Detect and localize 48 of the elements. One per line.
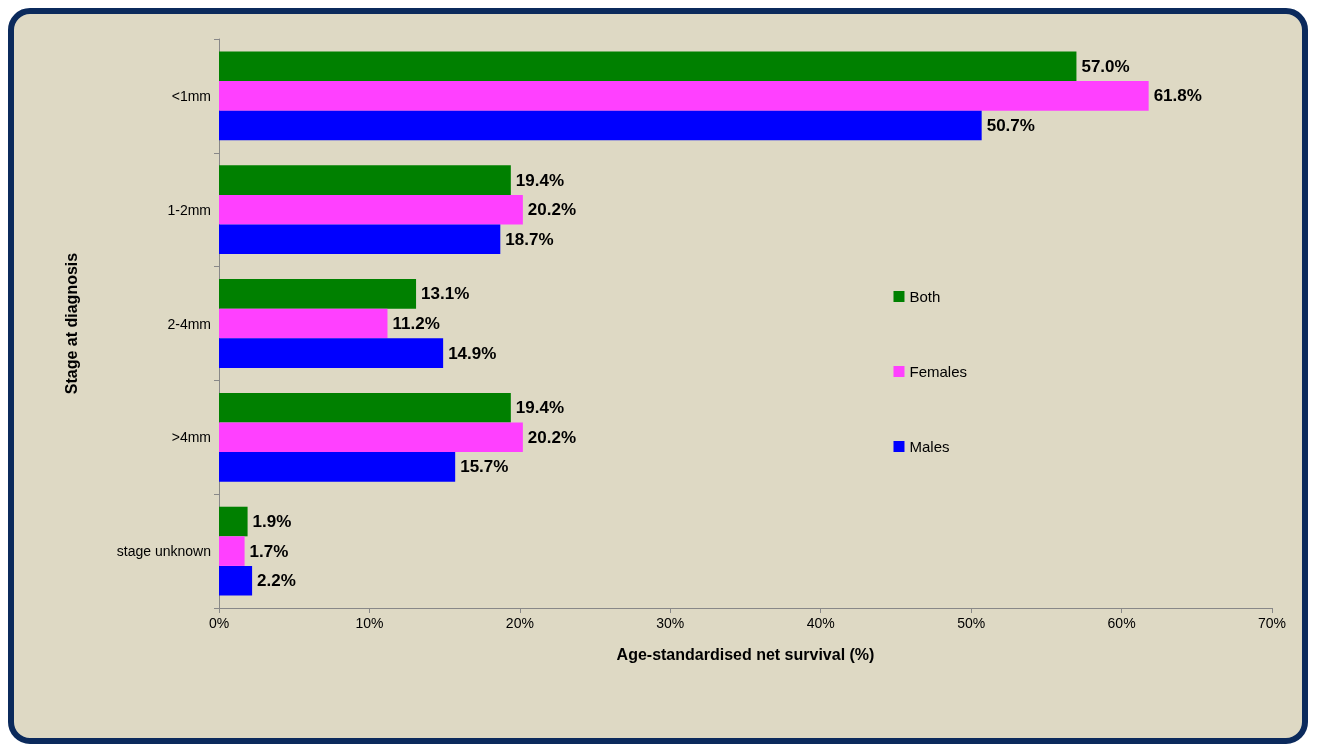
y-tick-label: 1-2mm xyxy=(167,201,211,218)
y-tick-label: <1mm xyxy=(171,87,211,104)
y-tick-label: 2-4mm xyxy=(167,315,211,332)
bar xyxy=(219,565,253,596)
bar xyxy=(219,224,501,255)
bar xyxy=(219,81,1149,111)
legend-label: Both xyxy=(909,288,941,305)
x-tick-label: 60% xyxy=(1107,615,1136,631)
data-label: 1.9% xyxy=(252,512,292,532)
data-label: 1.7% xyxy=(249,541,289,561)
data-label: 19.4% xyxy=(515,398,565,418)
x-tick-label: 30% xyxy=(656,615,685,631)
data-label: 15.7% xyxy=(460,457,509,477)
bar xyxy=(219,506,248,537)
data-label: 11.2% xyxy=(392,314,440,333)
legend-label: Females xyxy=(909,363,968,380)
bar xyxy=(219,392,511,423)
data-label: 13.1% xyxy=(421,284,470,304)
data-label: 57.0% xyxy=(1081,56,1130,76)
data-label: 61.8% xyxy=(1153,86,1202,106)
bar xyxy=(219,338,444,368)
bar xyxy=(219,165,511,195)
data-label: 20.2% xyxy=(527,427,577,447)
bar xyxy=(219,308,388,339)
y-axis-title: Stage at diagnosis xyxy=(62,252,80,395)
y-tick-label: stage unknown xyxy=(116,543,211,560)
y-tick-label: >4mm xyxy=(171,429,211,446)
data-label: 50.7% xyxy=(986,115,1035,135)
x-tick-label: 70% xyxy=(1257,615,1287,631)
x-tick-label: 10% xyxy=(355,615,384,631)
bar xyxy=(219,279,417,309)
legend-label: Males xyxy=(909,438,950,455)
x-axis-title: Age-standardised net survival (%) xyxy=(616,645,875,663)
data-label: 2.2% xyxy=(257,571,296,591)
bar xyxy=(219,422,523,453)
x-tick-label: 50% xyxy=(957,615,986,631)
bar xyxy=(219,194,523,225)
x-tick-label: 0% xyxy=(208,615,230,631)
x-tick-label: 40% xyxy=(806,615,835,631)
data-label: 19.4% xyxy=(515,170,565,190)
bar xyxy=(219,51,1077,82)
x-tick-label: 20% xyxy=(505,615,534,631)
data-label: 20.2% xyxy=(527,200,577,220)
bar xyxy=(219,452,456,482)
data-label: 18.7% xyxy=(505,229,554,249)
data-label: 14.9% xyxy=(448,343,497,363)
bar xyxy=(219,110,982,141)
bar xyxy=(219,536,245,566)
